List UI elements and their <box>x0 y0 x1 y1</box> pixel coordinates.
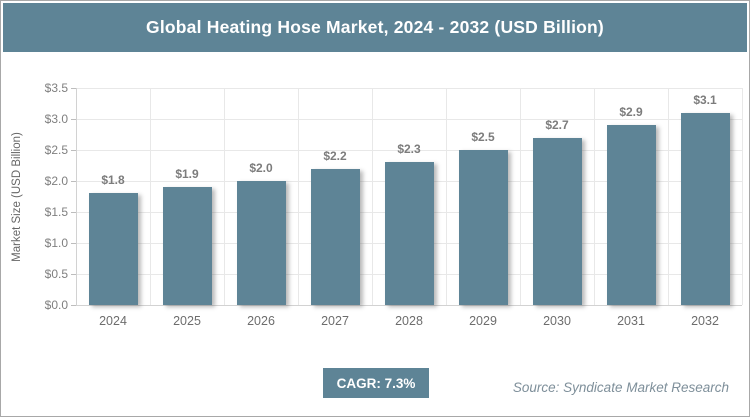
x-tick-label: 2031 <box>617 314 645 328</box>
x-tick-label: 2025 <box>173 314 201 328</box>
bar-2024 <box>88 193 138 305</box>
y-axis-tick <box>71 118 76 120</box>
bar-2027 <box>310 168 360 305</box>
chart-title-bar: Global Heating Hose Market, 2024 - 2032 … <box>3 3 747 52</box>
gridline-vertical <box>445 88 447 305</box>
bar-value-label: $3.1 <box>693 92 717 107</box>
gridline-horizontal <box>76 304 742 306</box>
source-text: Source: Syndicate Market Research <box>512 380 729 395</box>
bar-value-label: $2.7 <box>545 117 569 132</box>
bar-2026 <box>236 181 286 305</box>
gridline-vertical <box>593 88 595 305</box>
bar-value-label: $1.9 <box>175 167 199 182</box>
y-tick-label: $3.0 <box>44 112 68 126</box>
bar-value-label: $1.8 <box>101 173 125 188</box>
gridline-vertical <box>519 88 521 305</box>
page-title: Global Heating Hose Market, 2024 - 2032 … <box>146 17 604 37</box>
y-tick-label: $1.5 <box>44 205 68 219</box>
x-tick-label: 2032 <box>691 314 719 328</box>
x-tick-label: 2027 <box>321 314 349 328</box>
y-tick-label: $0.0 <box>44 298 68 312</box>
gridline-horizontal <box>76 118 742 120</box>
bar-2025 <box>162 187 212 305</box>
bar-value-label: $2.0 <box>249 161 273 175</box>
bar-2030 <box>532 137 582 305</box>
gridline-vertical <box>297 88 299 305</box>
y-axis-tick <box>71 87 76 89</box>
gridline-vertical <box>75 88 77 305</box>
bar-2032 <box>680 112 730 305</box>
bar-value-label: $2.2 <box>323 148 347 163</box>
y-tick-label: $2.0 <box>44 174 68 188</box>
bar-2029 <box>458 150 508 305</box>
gridline-vertical <box>223 88 225 305</box>
y-tick-label: $3.5 <box>44 81 68 95</box>
bar-value-label: $2.5 <box>471 130 495 144</box>
y-tick-label: $0.5 <box>44 267 68 281</box>
y-axis-tick <box>71 242 76 244</box>
bar-2031 <box>606 125 656 305</box>
x-tick-label: 2030 <box>543 314 571 328</box>
y-tick-label: $2.5 <box>44 143 68 157</box>
x-tick-label: 2028 <box>395 314 423 328</box>
y-axis-tick <box>71 180 76 182</box>
gridline-horizontal <box>76 149 742 151</box>
y-axis-tick <box>71 149 76 151</box>
bar-2028 <box>384 162 434 305</box>
gridline-vertical <box>149 88 151 305</box>
y-axis-tick <box>71 211 76 213</box>
bar-value-label: $2.3 <box>397 142 421 157</box>
bar-value-label: $2.9 <box>619 105 643 120</box>
gridline-vertical <box>741 88 743 305</box>
gridline-vertical <box>371 88 373 305</box>
cagr-badge: CAGR: 7.3% <box>323 368 429 398</box>
gridline-vertical <box>667 88 669 305</box>
gridline-horizontal <box>76 87 742 89</box>
y-axis-title: Market Size (USD Billion) <box>11 132 23 262</box>
y-axis-tick <box>71 273 76 275</box>
y-axis-tick <box>71 304 76 306</box>
y-tick-label: $1.0 <box>44 236 68 250</box>
x-tick-label: 2029 <box>469 314 497 328</box>
x-tick-label: 2024 <box>99 314 127 328</box>
x-tick-label: 2026 <box>247 314 275 328</box>
